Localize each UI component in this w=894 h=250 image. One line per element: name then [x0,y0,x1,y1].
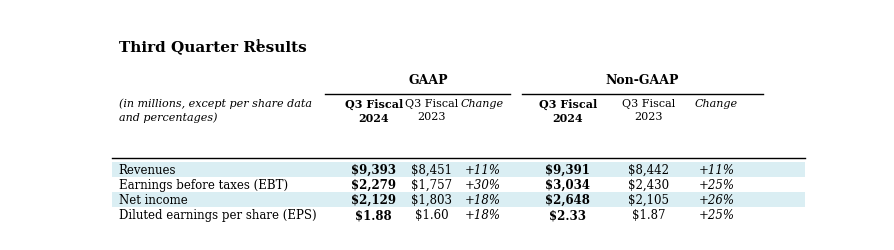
Text: Third Quarter Results: Third Quarter Results [119,40,307,54]
Text: Q3 Fiscal
2024: Q3 Fiscal 2024 [344,98,403,124]
Text: 1: 1 [255,39,262,48]
FancyBboxPatch shape [112,192,805,207]
Text: Net income: Net income [119,193,188,206]
Text: $1.60: $1.60 [415,208,449,222]
Text: Diluted earnings per share (EPS): Diluted earnings per share (EPS) [119,208,316,222]
Text: +25%: +25% [698,208,735,222]
Text: +25%: +25% [698,178,735,191]
Text: $2,105: $2,105 [628,193,670,206]
Text: GAAP: GAAP [409,73,448,86]
Text: +11%: +11% [698,163,735,176]
Text: Q3 Fiscal
2024: Q3 Fiscal 2024 [538,98,597,124]
Text: Non-GAAP: Non-GAAP [605,73,679,86]
Text: +18%: +18% [464,193,501,206]
Text: Q3 Fiscal
2023: Q3 Fiscal 2023 [622,98,675,121]
FancyBboxPatch shape [112,162,805,177]
Text: $1.87: $1.87 [632,208,665,222]
Text: Earnings before taxes (EBT): Earnings before taxes (EBT) [119,178,288,191]
Text: $2,648: $2,648 [545,193,590,206]
Text: $2,279: $2,279 [351,178,396,191]
Text: +18%: +18% [464,208,501,222]
Text: $9,393: $9,393 [351,163,396,176]
Text: Q3 Fiscal
2023: Q3 Fiscal 2023 [405,98,459,121]
Text: Change: Change [695,98,738,108]
Text: Revenues: Revenues [119,163,176,176]
Text: $1,803: $1,803 [411,193,452,206]
Text: $1.88: $1.88 [355,208,392,222]
Text: $1,757: $1,757 [411,178,452,191]
Text: +11%: +11% [464,163,501,176]
Text: (in millions, except per share data
and percentages): (in millions, except per share data and … [119,98,312,122]
Text: $9,391: $9,391 [545,163,590,176]
Text: +30%: +30% [464,178,501,191]
Text: +26%: +26% [698,193,735,206]
Text: $2.33: $2.33 [549,208,586,222]
Text: $8,442: $8,442 [628,163,670,176]
Text: $8,451: $8,451 [411,163,452,176]
Text: $2,430: $2,430 [628,178,670,191]
Text: $3,034: $3,034 [545,178,590,191]
Text: $2,129: $2,129 [351,193,396,206]
Text: Change: Change [461,98,504,108]
